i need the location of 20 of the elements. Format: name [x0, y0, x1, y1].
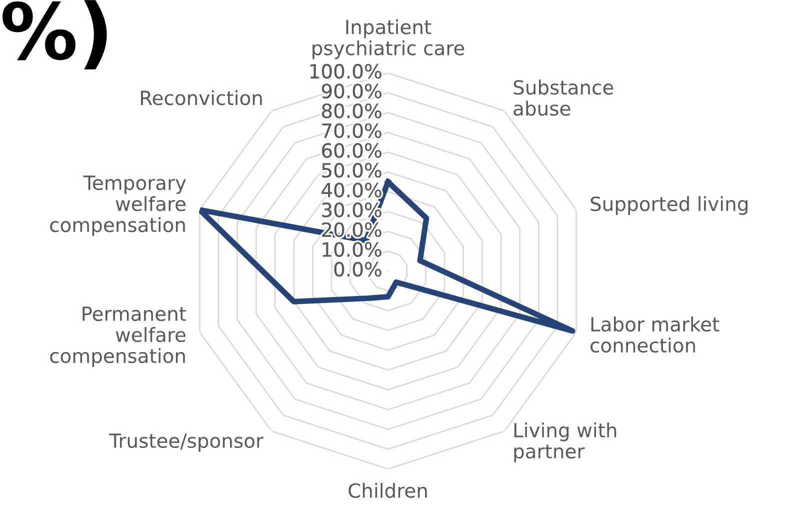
spoke-label: Children	[348, 482, 427, 498]
spoke-label: Temporary welfare compensation	[50, 176, 186, 236]
y-tick-label: 60.0%	[322, 143, 382, 158]
spoke-label: Living with partner	[514, 422, 616, 462]
spoke-label: Inpatient psychiatric care	[312, 19, 464, 60]
y-tick-label: 100.0%	[310, 64, 382, 79]
y-tick-label: 10.0%	[322, 242, 382, 257]
spoke-label: Supported living	[590, 196, 748, 215]
spoke-label: Permanent welfare compensation	[50, 306, 186, 367]
spoke-label: Trustee/sponsor	[109, 434, 264, 452]
y-tick-label: 0.0%	[334, 262, 382, 277]
y-tick-label: 40.0%	[322, 182, 382, 198]
y-tick-label: 70.0%	[322, 123, 382, 138]
spoke-label: Labor market connection	[590, 316, 720, 353]
y-tick-label: 90.0%	[322, 84, 382, 98]
spoke-label: Substance abuse	[514, 80, 614, 116]
chart-title: %)	[2, 0, 107, 70]
y-tick-label: 50.0%	[322, 162, 382, 178]
spoke-label: Reconviction	[141, 90, 262, 106]
y-tick-label: 80.0%	[322, 104, 382, 118]
